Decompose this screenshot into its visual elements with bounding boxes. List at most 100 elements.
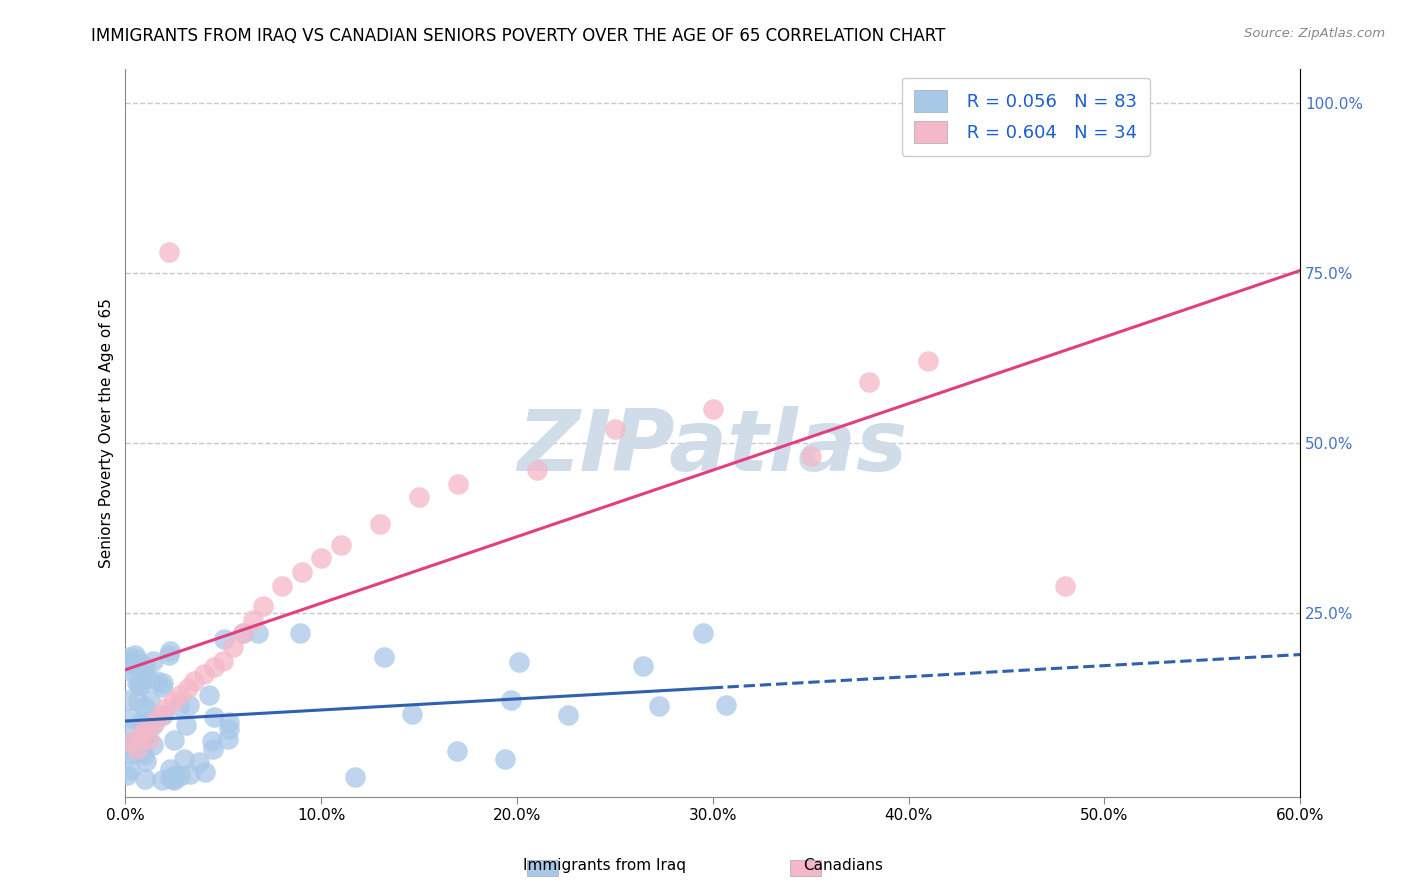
Immigrants from Iraq [173, 751, 195, 765]
Immigrants from Iraq [142, 738, 165, 752]
Immigrants from Iraq [120, 664, 142, 678]
Canadians [917, 354, 939, 368]
Immigrants from Iraq [217, 732, 239, 747]
Immigrants from Iraq [373, 650, 395, 665]
Immigrants from Iraq [557, 708, 579, 723]
Immigrants from Iraq [218, 722, 240, 736]
Canadians [329, 538, 352, 552]
Canadians [183, 673, 205, 688]
Immigrants from Iraq [247, 626, 270, 640]
Canadians [163, 694, 186, 708]
Immigrants from Iraq [135, 671, 157, 685]
Immigrants from Iraq [125, 676, 148, 690]
Immigrants from Iraq [128, 740, 150, 755]
Immigrants from Iraq [214, 632, 236, 646]
Text: ZIPatlas: ZIPatlas [517, 406, 908, 489]
Immigrants from Iraq [117, 742, 139, 756]
Immigrants from Iraq [132, 748, 155, 763]
Immigrants from Iraq [120, 658, 142, 673]
Canadians [153, 701, 176, 715]
Canadians [252, 599, 274, 614]
Canadians [120, 735, 142, 749]
Immigrants from Iraq [134, 699, 156, 714]
Immigrants from Iraq [169, 768, 191, 782]
Immigrants from Iraq [187, 756, 209, 770]
Y-axis label: Seniors Poverty Over the Age of 65: Seniors Poverty Over the Age of 65 [100, 298, 114, 567]
Canadians [177, 681, 200, 695]
Canadians [368, 517, 391, 532]
Immigrants from Iraq [150, 681, 173, 695]
Immigrants from Iraq [117, 737, 139, 751]
Immigrants from Iraq [647, 698, 669, 713]
Immigrants from Iraq [508, 655, 530, 669]
Text: Canadians: Canadians [804, 858, 883, 872]
Text: IMMIGRANTS FROM IRAQ VS CANADIAN SENIORS POVERTY OVER THE AGE OF 65 CORRELATION : IMMIGRANTS FROM IRAQ VS CANADIAN SENIORS… [91, 27, 946, 45]
Immigrants from Iraq [150, 772, 173, 787]
Immigrants from Iraq [117, 693, 139, 707]
Text: Source: ZipAtlas.com: Source: ZipAtlas.com [1244, 27, 1385, 40]
Immigrants from Iraq [139, 712, 162, 726]
Immigrants from Iraq [163, 772, 186, 787]
Immigrants from Iraq [159, 644, 181, 658]
Immigrants from Iraq [159, 771, 181, 785]
Immigrants from Iraq [124, 648, 146, 662]
Canadians [222, 640, 245, 654]
Immigrants from Iraq [134, 658, 156, 673]
Immigrants from Iraq [139, 693, 162, 707]
Immigrants from Iraq [179, 767, 201, 781]
Immigrants from Iraq [288, 626, 311, 640]
Immigrants from Iraq [499, 692, 522, 706]
Canadians [134, 722, 156, 736]
Immigrants from Iraq [714, 698, 737, 713]
Immigrants from Iraq [401, 707, 423, 722]
Immigrants from Iraq [446, 744, 468, 758]
Immigrants from Iraq [127, 739, 149, 753]
Immigrants from Iraq [129, 714, 152, 729]
Immigrants from Iraq [125, 736, 148, 750]
Canadians [138, 731, 160, 746]
Canadians [408, 490, 430, 504]
Canadians [232, 626, 254, 640]
Immigrants from Iraq [157, 648, 180, 662]
Immigrants from Iraq [135, 727, 157, 741]
Immigrants from Iraq [160, 772, 183, 786]
Immigrants from Iraq [131, 740, 153, 755]
Immigrants from Iraq [121, 747, 143, 761]
Canadians [169, 688, 191, 702]
Canadians [157, 245, 180, 260]
Immigrants from Iraq [169, 698, 191, 713]
Immigrants from Iraq [142, 718, 165, 732]
Immigrants from Iraq [152, 676, 174, 690]
Immigrants from Iraq [145, 674, 167, 689]
Immigrants from Iraq [128, 744, 150, 758]
Immigrants from Iraq [163, 733, 186, 747]
Canadians [800, 450, 823, 464]
Immigrants from Iraq [176, 718, 198, 732]
Immigrants from Iraq [232, 626, 254, 640]
Immigrants from Iraq [142, 654, 165, 668]
Canadians [193, 667, 215, 681]
Canadians [291, 565, 314, 579]
Canadians [309, 551, 332, 566]
Immigrants from Iraq [120, 763, 142, 777]
Canadians [1054, 579, 1077, 593]
Immigrants from Iraq [194, 764, 217, 779]
Immigrants from Iraq [134, 772, 156, 787]
Text: Immigrants from Iraq: Immigrants from Iraq [523, 858, 686, 872]
Canadians [526, 463, 548, 477]
Immigrants from Iraq [198, 688, 221, 702]
Immigrants from Iraq [218, 714, 240, 729]
Immigrants from Iraq [129, 678, 152, 692]
Immigrants from Iraq [692, 626, 714, 640]
Immigrants from Iraq [631, 659, 654, 673]
Canadians [127, 742, 149, 756]
Immigrants from Iraq [494, 752, 516, 766]
Legend:  R = 0.056   N = 83,  R = 0.604   N = 34: R = 0.056 N = 83, R = 0.604 N = 34 [901, 78, 1150, 156]
Immigrants from Iraq [121, 711, 143, 725]
Immigrants from Iraq [118, 721, 141, 735]
Immigrants from Iraq [163, 767, 186, 781]
Canadians [242, 613, 264, 627]
Canadians [202, 660, 225, 674]
Immigrants from Iraq [131, 723, 153, 737]
Canadians [603, 422, 626, 436]
